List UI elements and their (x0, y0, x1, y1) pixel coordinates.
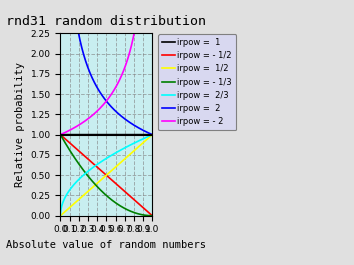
irpow = - 2 (131, 38, 135, 42)
irpow =  1 (150, 133, 154, 136)
irpow = - 1/3 (148, 214, 152, 217)
Line: irpow = - 1/2: irpow = - 1/2 (61, 135, 152, 216)
irpow =  2/3 (150, 133, 154, 136)
irpow = - 1/2 (147, 212, 152, 215)
irpow =  1 (131, 133, 135, 136)
irpow = - 2 (148, 11, 152, 15)
irpow =  1 (148, 133, 152, 136)
Line: irpow =  2: irpow = 2 (61, 13, 152, 135)
irpow = - 2 (58, 133, 63, 136)
irpow = - 1/2 (58, 133, 63, 136)
irpow = - 1/3 (131, 210, 135, 214)
irpow =  1 (58, 133, 63, 136)
irpow =  2/3 (63, 196, 67, 199)
irpow = - 2 (148, 11, 152, 15)
irpow = - 1/3 (147, 214, 152, 217)
irpow = - 1/3 (101, 191, 105, 194)
Line: irpow = - 1/3: irpow = - 1/3 (61, 135, 152, 216)
irpow =  1/2 (147, 135, 152, 139)
irpow =  1/2 (131, 150, 135, 153)
X-axis label: Absolute value of random numbers: Absolute value of random numbers (6, 240, 206, 250)
irpow =  1/2 (63, 210, 67, 213)
irpow = - 1/2 (103, 173, 107, 176)
irpow =  1 (63, 133, 67, 136)
irpow =  2 (101, 95, 105, 98)
irpow =  2 (147, 132, 152, 135)
irpow =  2 (63, 11, 67, 15)
Y-axis label: Relative probability: Relative probability (15, 62, 25, 187)
irpow = - 2 (63, 131, 67, 134)
Line: irpow =  2/3: irpow = 2/3 (61, 135, 152, 215)
irpow = - 1/2 (148, 212, 152, 215)
Line: irpow = - 2: irpow = - 2 (61, 13, 152, 135)
irpow =  1 (103, 133, 107, 136)
irpow = - 1/2 (101, 170, 105, 174)
irpow =  2 (150, 133, 154, 136)
irpow = - 2 (150, 11, 154, 15)
irpow =  2/3 (131, 142, 135, 145)
irpow =  2 (103, 98, 107, 101)
irpow =  2/3 (58, 213, 63, 217)
Legend: irpow =  1, irpow = - 1/2, irpow =  1/2, irpow = - 1/3, irpow =  2/3, irpow =  2: irpow = 1, irpow = - 1/2, irpow = 1/2, i… (158, 34, 236, 130)
irpow =  1/2 (150, 133, 154, 136)
irpow =  2/3 (103, 158, 107, 161)
irpow =  2 (131, 123, 135, 126)
irpow = - 1/3 (63, 141, 67, 144)
irpow = - 2 (101, 104, 105, 107)
irpow =  2 (58, 11, 63, 15)
irpow =  1 (147, 133, 152, 136)
irpow = - 1/3 (58, 133, 63, 136)
irpow =  2 (148, 132, 152, 135)
irpow =  1 (101, 133, 105, 136)
Title: rnd31 random distribution: rnd31 random distribution (6, 15, 206, 28)
irpow =  1/2 (103, 175, 107, 178)
irpow =  2/3 (147, 134, 152, 138)
irpow = - 1/2 (63, 137, 67, 140)
irpow = - 2 (136, 11, 140, 15)
irpow =  1/2 (148, 135, 152, 139)
irpow = - 1/3 (150, 214, 154, 217)
irpow = - 1/2 (131, 197, 135, 200)
irpow =  2/3 (148, 134, 152, 138)
irpow = - 1/3 (103, 193, 107, 196)
irpow = - 1/2 (150, 214, 154, 217)
irpow =  1/2 (101, 177, 105, 180)
irpow = - 2 (103, 101, 107, 104)
irpow =  2/3 (101, 159, 105, 162)
Line: irpow =  1/2: irpow = 1/2 (61, 135, 152, 216)
irpow =  1/2 (58, 214, 63, 217)
